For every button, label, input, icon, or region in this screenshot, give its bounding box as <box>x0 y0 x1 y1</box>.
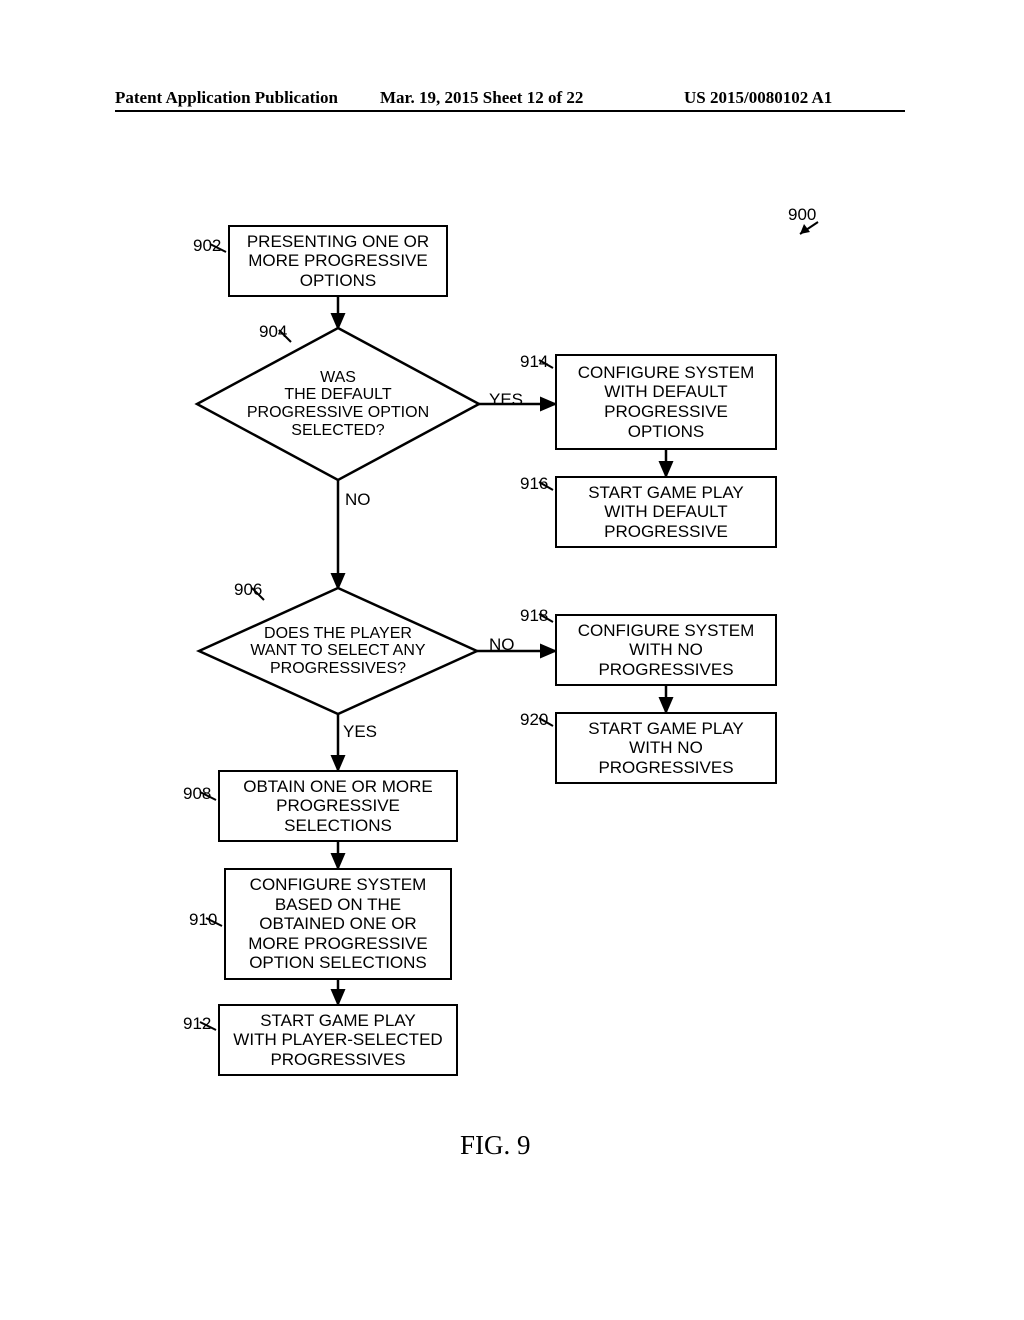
box-start-default: START GAME PLAYWITH DEFAULTPROGRESSIVE <box>555 476 777 548</box>
flowchart-canvas: Patent Application Publication Mar. 19, … <box>0 0 1024 1320</box>
header-right: US 2015/0080102 A1 <box>684 88 832 108</box>
ref-918: 918 <box>520 606 548 626</box>
box-obtain-selections: OBTAIN ONE OR MOREPROGRESSIVESELECTIONS <box>218 770 458 842</box>
ref-920: 920 <box>520 710 548 730</box>
edge-label-yes-2: YES <box>343 722 377 742</box>
box-configure-obtained: CONFIGURE SYSTEMBASED ON THEOBTAINED ONE… <box>224 868 452 980</box>
box-text: START GAME PLAYWITH DEFAULTPROGRESSIVE <box>588 483 744 542</box>
ref-904: 904 <box>259 322 287 342</box>
ref-900: 900 <box>788 205 816 225</box>
ref-908: 908 <box>183 784 211 804</box>
box-text: START GAME PLAYWITH NOPROGRESSIVES <box>588 719 744 778</box>
decision-want-any: DOES THE PLAYERWANT TO SELECT ANYPROGRES… <box>199 588 477 714</box>
box-text: PRESENTING ONE ORMORE PROGRESSIVEOPTIONS <box>247 232 429 291</box>
flow-arrows <box>0 0 1024 1320</box>
box-text: CONFIGURE SYSTEMWITH DEFAULTPROGRESSIVEO… <box>578 363 755 441</box>
box-start-none: START GAME PLAYWITH NOPROGRESSIVES <box>555 712 777 784</box>
box-start-player-selected: START GAME PLAYWITH PLAYER-SELECTEDPROGR… <box>218 1004 458 1076</box>
box-present-options: PRESENTING ONE ORMORE PROGRESSIVEOPTIONS <box>228 225 448 297</box>
ref-914: 914 <box>520 352 548 372</box>
header-rule <box>115 110 905 112</box>
ref-910: 910 <box>189 910 217 930</box>
header-left: Patent Application Publication <box>115 88 338 108</box>
edge-label-no-1: NO <box>345 490 371 510</box>
box-configure-default: CONFIGURE SYSTEMWITH DEFAULTPROGRESSIVEO… <box>555 354 777 450</box>
diamond-text: DOES THE PLAYERWANT TO SELECT ANYPROGRES… <box>250 625 425 678</box>
figure-caption: FIG. 9 <box>460 1130 531 1161</box>
diamond-text: WASTHE DEFAULTPROGRESSIVE OPTIONSELECTED… <box>247 369 429 439</box>
ref-906: 906 <box>234 580 262 600</box>
edge-label-yes-1: YES <box>489 390 523 410</box>
header-mid: Mar. 19, 2015 Sheet 12 of 22 <box>380 88 583 108</box>
edge-label-no-2: NO <box>489 635 515 655</box>
box-text: START GAME PLAYWITH PLAYER-SELECTEDPROGR… <box>233 1011 442 1070</box>
box-text: CONFIGURE SYSTEMWITH NOPROGRESSIVES <box>578 621 755 680</box>
ref-916: 916 <box>520 474 548 494</box>
ref-902: 902 <box>193 236 221 256</box>
box-configure-none: CONFIGURE SYSTEMWITH NOPROGRESSIVES <box>555 614 777 686</box>
decision-default-selected: WASTHE DEFAULTPROGRESSIVE OPTIONSELECTED… <box>197 328 479 480</box>
ref-912: 912 <box>183 1014 211 1034</box>
box-text: CONFIGURE SYSTEMBASED ON THEOBTAINED ONE… <box>248 875 427 973</box>
box-text: OBTAIN ONE OR MOREPROGRESSIVESELECTIONS <box>243 777 433 836</box>
